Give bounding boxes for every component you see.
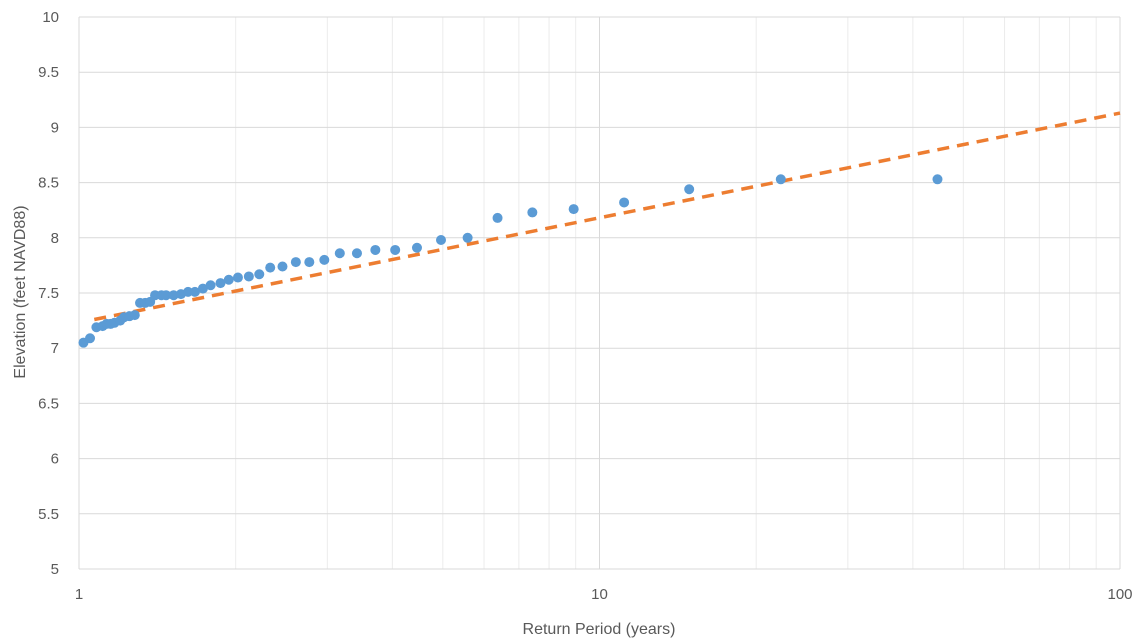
x-axis-title: Return Period (years) xyxy=(523,621,676,638)
x-tick-labels: 1 10 100 xyxy=(75,586,1133,603)
trendline xyxy=(93,111,1121,322)
y-axis-title: Elevation (feet NAVD88) xyxy=(12,205,29,378)
data-point xyxy=(775,174,786,185)
y-tick-label: 7.5 xyxy=(38,285,59,302)
data-point xyxy=(290,257,301,268)
data-point xyxy=(129,310,140,321)
y-tick-labels: 5 5.5 6 6.5 7 7.5 8 8.5 9 9.5 10 xyxy=(38,9,59,578)
data-point xyxy=(435,235,446,246)
y-tick-label: 10 xyxy=(42,9,59,26)
y-tick-label: 7 xyxy=(51,340,59,357)
x-tick-label: 1 xyxy=(75,586,83,603)
data-point xyxy=(189,286,200,297)
data-point xyxy=(390,244,401,255)
data-point xyxy=(232,272,243,283)
data-point xyxy=(932,174,943,185)
gridlines xyxy=(78,16,1121,570)
y-tick-label: 8.5 xyxy=(38,175,59,192)
data-point xyxy=(334,248,345,259)
y-tick-label: 5 xyxy=(51,561,59,578)
data-point xyxy=(223,274,234,285)
data-point xyxy=(351,248,362,259)
data-point xyxy=(527,207,538,218)
data-point xyxy=(205,280,216,291)
x-tick-label: 10 xyxy=(591,586,608,603)
data-point xyxy=(411,242,422,253)
data-point xyxy=(168,290,179,301)
x-tick-label: 100 xyxy=(1107,586,1132,603)
trendline-layer xyxy=(93,111,1121,322)
data-point xyxy=(370,244,381,255)
data-point xyxy=(319,254,330,265)
data-point xyxy=(304,257,315,268)
data-point xyxy=(619,197,630,208)
data-point xyxy=(161,290,172,301)
y-tick-label: 6.5 xyxy=(38,395,59,412)
y-tick-label: 6 xyxy=(51,451,59,468)
data-point xyxy=(492,212,503,223)
data-point xyxy=(277,261,288,272)
data-points-layer xyxy=(78,174,943,348)
data-point xyxy=(85,333,96,344)
data-point xyxy=(684,184,695,195)
y-tick-label: 9.5 xyxy=(38,64,59,81)
data-point xyxy=(265,262,276,273)
data-point xyxy=(243,271,254,282)
data-point xyxy=(568,204,579,215)
data-point xyxy=(215,278,226,289)
y-tick-label: 8 xyxy=(51,230,59,247)
data-point xyxy=(197,283,208,294)
y-tick-label: 9 xyxy=(51,119,59,136)
data-point xyxy=(254,269,265,280)
y-tick-label: 5.5 xyxy=(38,506,59,523)
data-point xyxy=(462,232,473,243)
data-point xyxy=(183,286,194,297)
